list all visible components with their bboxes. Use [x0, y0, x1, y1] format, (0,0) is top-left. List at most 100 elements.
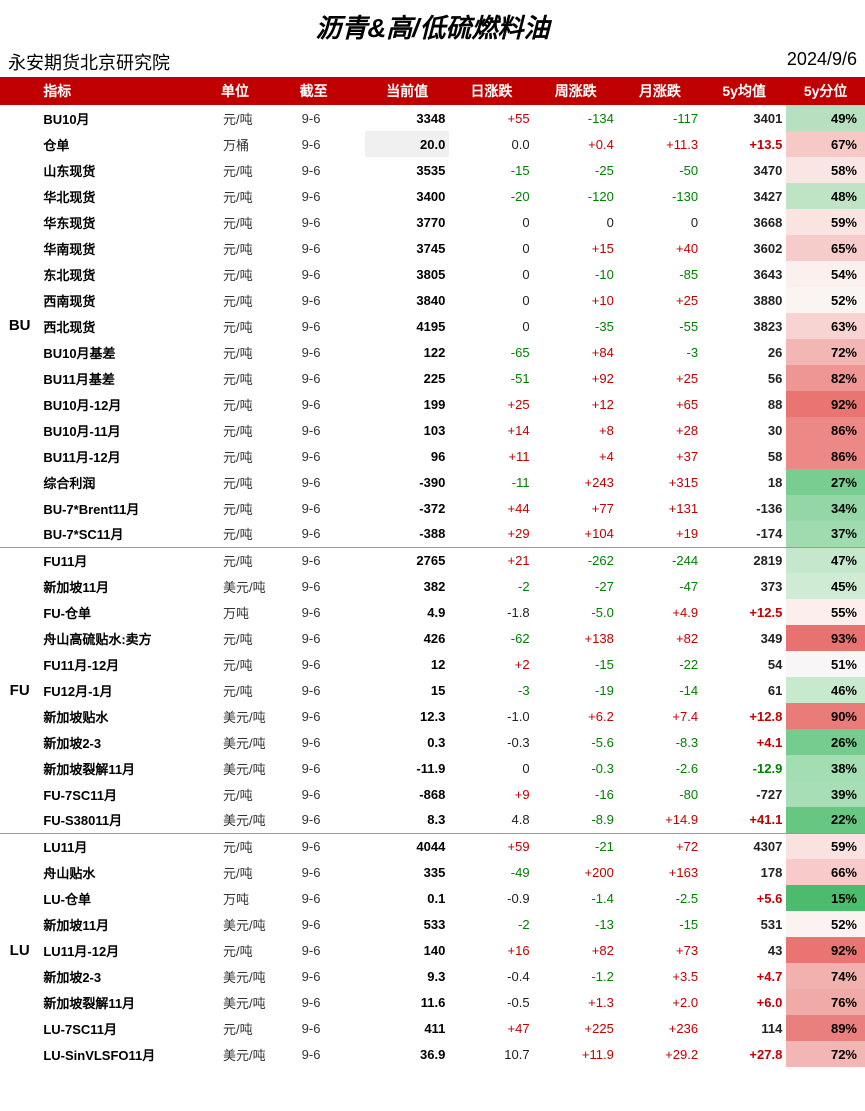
date-cell: 9-6 [298, 105, 365, 131]
month-cell: +3.5 [618, 963, 702, 989]
avg-cell: +6.0 [702, 989, 786, 1015]
current-cell: -372 [365, 495, 449, 521]
avg-cell: +4.7 [702, 963, 786, 989]
avg-cell: 373 [702, 573, 786, 599]
month-cell: +65 [618, 391, 702, 417]
pct-cell: 34% [786, 495, 865, 521]
month-cell: +4.9 [618, 599, 702, 625]
week-cell: +12 [534, 391, 618, 417]
table-row: 华东现货元/吨9-63770000366859% [0, 209, 865, 235]
current-cell: 426 [365, 625, 449, 651]
pct-cell: 86% [786, 417, 865, 443]
avg-cell: 26 [702, 339, 786, 365]
day-cell: -11 [449, 469, 533, 495]
week-cell: +11.9 [534, 1041, 618, 1067]
pct-cell: 45% [786, 573, 865, 599]
pct-cell: 38% [786, 755, 865, 781]
indicator-cell: 新加坡11月 [39, 911, 219, 937]
date-cell: 9-6 [298, 807, 365, 833]
group-label: FU [0, 547, 39, 833]
table-row: 新加坡裂解11月美元/吨9-611.6-0.5+1.3+2.0+6.076% [0, 989, 865, 1015]
indicator-cell: LU11月-12月 [39, 937, 219, 963]
unit-cell: 美元/吨 [219, 911, 298, 937]
date-cell: 9-6 [298, 859, 365, 885]
col-current: 当前值 [365, 77, 449, 105]
unit-cell: 元/吨 [219, 651, 298, 677]
day-cell: 0 [449, 261, 533, 287]
current-cell: 4044 [365, 833, 449, 859]
indicator-cell: 新加坡裂解11月 [39, 989, 219, 1015]
date-cell: 9-6 [298, 729, 365, 755]
report-subheader: 永安期货北京研究院 2024/9/6 [0, 49, 865, 77]
week-cell: +200 [534, 859, 618, 885]
indicator-cell: 新加坡2-3 [39, 729, 219, 755]
pct-cell: 52% [786, 911, 865, 937]
day-cell: -2 [449, 573, 533, 599]
pct-cell: 65% [786, 235, 865, 261]
unit-cell: 元/吨 [219, 417, 298, 443]
avg-cell: 56 [702, 365, 786, 391]
unit-cell: 元/吨 [219, 365, 298, 391]
day-cell: 0 [449, 755, 533, 781]
month-cell: -47 [618, 573, 702, 599]
current-cell: 225 [365, 365, 449, 391]
week-cell: +77 [534, 495, 618, 521]
table-row: BU11月-12月元/吨9-696+11+4+375886% [0, 443, 865, 469]
table-row: 新加坡11月美元/吨9-6382-2-27-4737345% [0, 573, 865, 599]
month-cell: +28 [618, 417, 702, 443]
day-cell: 0 [449, 235, 533, 261]
day-cell: +14 [449, 417, 533, 443]
date-cell: 9-6 [298, 911, 365, 937]
day-cell: 10.7 [449, 1041, 533, 1067]
week-cell: -35 [534, 313, 618, 339]
week-cell: +8 [534, 417, 618, 443]
current-cell: 140 [365, 937, 449, 963]
avg-cell: +27.8 [702, 1041, 786, 1067]
indicator-cell: 华南现货 [39, 235, 219, 261]
table-row: 山东现货元/吨9-63535-15-25-50347058% [0, 157, 865, 183]
current-cell: 411 [365, 1015, 449, 1041]
indicator-cell: 西北现货 [39, 313, 219, 339]
week-cell: -120 [534, 183, 618, 209]
avg-cell: 114 [702, 1015, 786, 1041]
month-cell: 0 [618, 209, 702, 235]
table-row: FUFU11月元/吨9-62765+21-262-244281947% [0, 547, 865, 573]
table-row: BUBU10月元/吨9-63348+55-134-117340149% [0, 105, 865, 131]
month-cell: +7.4 [618, 703, 702, 729]
week-cell: +243 [534, 469, 618, 495]
pct-cell: 37% [786, 521, 865, 547]
pct-cell: 39% [786, 781, 865, 807]
week-cell: +225 [534, 1015, 618, 1041]
week-cell: -0.3 [534, 755, 618, 781]
pct-cell: 72% [786, 1041, 865, 1067]
month-cell: -2.6 [618, 755, 702, 781]
current-cell: 103 [365, 417, 449, 443]
unit-cell: 元/吨 [219, 1015, 298, 1041]
week-cell: +1.3 [534, 989, 618, 1015]
date-cell: 9-6 [298, 313, 365, 339]
week-cell: +15 [534, 235, 618, 261]
month-cell: +19 [618, 521, 702, 547]
avg-cell: 43 [702, 937, 786, 963]
pct-cell: 74% [786, 963, 865, 989]
table-row: 舟山贴水元/吨9-6335-49+200+16317866% [0, 859, 865, 885]
current-cell: -11.9 [365, 755, 449, 781]
group-label: BU [0, 105, 39, 547]
indicator-cell: BU11月-12月 [39, 443, 219, 469]
unit-cell: 元/吨 [219, 105, 298, 131]
unit-cell: 美元/吨 [219, 755, 298, 781]
avg-cell: 3668 [702, 209, 786, 235]
month-cell: -244 [618, 547, 702, 573]
group-label: LU [0, 833, 39, 1067]
table-row: 新加坡2-3美元/吨9-60.3-0.3-5.6-8.3+4.126% [0, 729, 865, 755]
indicator-cell: 仓单 [39, 131, 219, 157]
col-5yavg: 5y均值 [702, 77, 786, 105]
table-row: LU-7SC11月元/吨9-6411+47+225+23611489% [0, 1015, 865, 1041]
report-date: 2024/9/6 [787, 49, 857, 75]
month-cell: -14 [618, 677, 702, 703]
unit-cell: 美元/吨 [219, 989, 298, 1015]
day-cell: 0 [449, 313, 533, 339]
indicator-cell: 舟山高硫贴水:卖方 [39, 625, 219, 651]
week-cell: -262 [534, 547, 618, 573]
week-cell: -16 [534, 781, 618, 807]
